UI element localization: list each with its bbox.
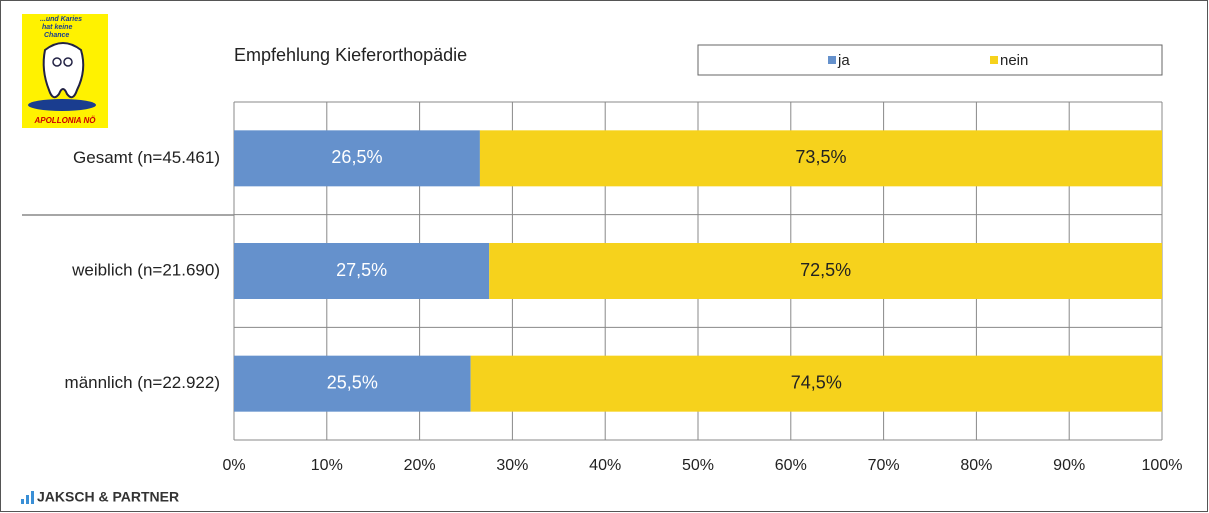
x-tick-label: 70% (868, 457, 900, 474)
logo-puddle (28, 99, 96, 111)
y-tick-label: Gesamt (n=45.461) (73, 148, 220, 167)
footer-icon (31, 491, 34, 504)
x-tick-label: 60% (775, 457, 807, 474)
chart-title: Empfehlung Kieferorthopädie (234, 45, 467, 65)
data-label: 26,5% (331, 147, 382, 167)
data-label: 72,5% (800, 260, 851, 280)
x-tick-label: 50% (682, 457, 714, 474)
x-tick-label: 0% (222, 457, 245, 474)
bar-segment (234, 355, 471, 412)
bar-segment (234, 243, 490, 299)
x-tick-label: 90% (1053, 457, 1085, 474)
logo-tagline: ...und Karies (40, 16, 82, 23)
logo-tooth (42, 42, 85, 99)
data-label: 25,5% (327, 372, 378, 392)
legend-label: ja (837, 52, 850, 69)
footer-icon (26, 495, 29, 504)
bar-segment (470, 355, 1162, 412)
logo-tagline: hat keine (42, 24, 72, 31)
x-tick-label: 100% (1142, 457, 1183, 474)
x-tick-label: 10% (311, 457, 343, 474)
footer-icon (21, 499, 24, 504)
logo-eye (52, 57, 62, 67)
logo-tagline: Chance (44, 32, 69, 39)
y-tick-label: weiblich (n=21.690) (71, 260, 220, 279)
logo-eye (63, 57, 73, 67)
bar-segment (479, 130, 1162, 187)
footer-text: JAKSCH & PARTNER (37, 489, 179, 505)
x-tick-label: 40% (589, 457, 621, 474)
bar-segment (489, 243, 1162, 299)
legend-swatch (828, 56, 836, 64)
data-label: 27,5% (336, 260, 387, 280)
logo: ...und Karies hat keine Chance APOLLONIA… (22, 14, 108, 128)
legend-label: nein (1000, 52, 1028, 69)
data-label: 74,5% (791, 372, 842, 392)
footer-logo: JAKSCH & PARTNER (21, 489, 179, 505)
bar-segment (234, 130, 480, 187)
x-tick-label: 80% (960, 457, 992, 474)
logo-name: APOLLONIA NÖ (33, 116, 96, 125)
legend-box (697, 44, 1163, 76)
y-tick-label: männlich (n=22.922) (65, 373, 220, 392)
x-tick-label: 20% (404, 457, 436, 474)
x-tick-label: 30% (496, 457, 528, 474)
data-label: 73,5% (795, 147, 846, 167)
legend-swatch (990, 56, 998, 64)
